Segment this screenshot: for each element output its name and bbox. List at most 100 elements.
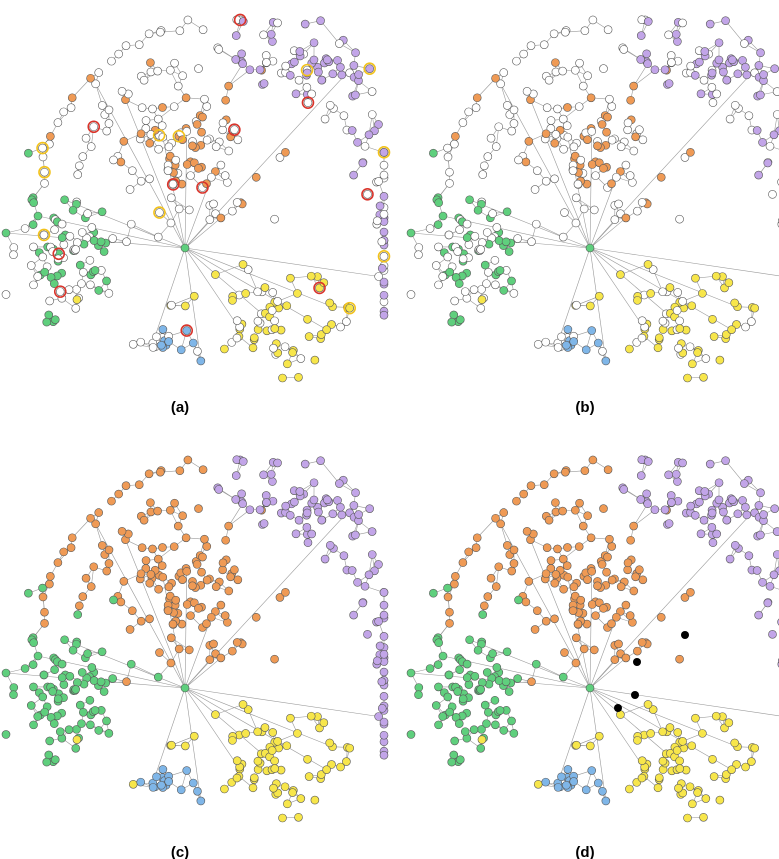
node-purple [721, 456, 730, 465]
node-orange [509, 105, 519, 115]
node-purple [772, 550, 779, 559]
node-green [89, 676, 99, 685]
node-purple [337, 510, 347, 520]
node-orange [603, 25, 613, 35]
node-purple [347, 566, 357, 575]
node-yellow [675, 316, 684, 326]
node-blue [587, 326, 597, 335]
node-purple [374, 177, 383, 186]
node-yellow [280, 342, 290, 352]
node-orange [491, 513, 500, 523]
node-purple [238, 59, 247, 69]
node-orange [575, 58, 584, 68]
panel-c [1, 455, 389, 823]
node-green [431, 261, 441, 270]
node-purple [262, 498, 271, 507]
node-green [71, 245, 81, 254]
node-green [488, 649, 497, 658]
node-purple [307, 529, 316, 539]
node-yellow [701, 354, 711, 363]
node-orange [591, 171, 600, 180]
node-yellow [673, 288, 683, 297]
node-green [153, 232, 163, 242]
node-purple [268, 477, 277, 486]
node-purple [290, 497, 299, 507]
node-purple [303, 98, 313, 107]
node-purple [712, 529, 721, 539]
node-yellow [260, 723, 270, 732]
node-blue [164, 337, 174, 346]
node-purple [759, 70, 768, 79]
node-purple [660, 505, 670, 515]
seed-node-ring [87, 120, 101, 134]
node-yellow [243, 265, 253, 274]
node-purple [237, 489, 246, 499]
node-purple [742, 510, 752, 520]
node-yellow [693, 348, 702, 357]
node-yellow [715, 795, 725, 805]
node-hub [180, 683, 190, 693]
node-orange [483, 592, 493, 601]
node-orange [445, 167, 454, 177]
node-orange [599, 164, 608, 173]
node-orange [121, 41, 131, 50]
node-yellow [325, 298, 334, 308]
node-purple [300, 19, 310, 29]
node-blue [598, 347, 607, 356]
node-orange [496, 79, 505, 89]
node-orange [209, 639, 218, 649]
node-orange [116, 597, 126, 607]
node-purple [769, 130, 779, 140]
node-purple [664, 470, 673, 480]
node-orange [224, 586, 234, 596]
node-orange [610, 655, 620, 664]
node-orange [637, 198, 647, 207]
node-green [509, 289, 519, 298]
node-orange [119, 576, 129, 586]
node-orange [551, 498, 560, 507]
node-purple [290, 57, 299, 67]
node-yellow [316, 330, 326, 339]
node-orange [451, 572, 460, 581]
node-yellow [278, 813, 287, 823]
node-green [434, 638, 443, 648]
node-green [482, 279, 491, 288]
node-green [558, 672, 568, 682]
node-green [558, 232, 568, 242]
node-yellow [715, 355, 725, 365]
node-hub [585, 243, 595, 253]
node-green [455, 225, 464, 235]
node-orange [275, 593, 285, 602]
node-yellow [637, 333, 647, 343]
node-orange [153, 66, 162, 76]
node-yellow [633, 736, 642, 745]
panel-b [406, 15, 779, 383]
node-orange [158, 103, 167, 112]
node-orange [494, 562, 504, 572]
node-green [447, 317, 457, 327]
node-purple [294, 515, 304, 525]
node-yellow [685, 782, 695, 792]
node-purple [379, 277, 389, 287]
node-green [126, 659, 136, 669]
node-green [438, 651, 448, 661]
node-yellow [220, 784, 229, 794]
node-purple [303, 538, 313, 547]
node-purple [367, 110, 377, 119]
seed-node-ring [180, 324, 194, 337]
node-orange [66, 103, 76, 113]
node-purple [379, 227, 389, 237]
node-orange [170, 58, 179, 68]
node-orange [182, 567, 192, 576]
node-orange [157, 121, 167, 131]
node-orange [207, 172, 216, 182]
node-purple [650, 65, 660, 75]
nodes [1, 15, 389, 383]
node-purple [237, 49, 246, 59]
node-green [502, 647, 512, 657]
node-orange [232, 198, 242, 207]
node-orange [202, 542, 212, 551]
node-yellow [688, 799, 697, 809]
node-green [42, 757, 52, 767]
node-yellow [665, 723, 675, 732]
